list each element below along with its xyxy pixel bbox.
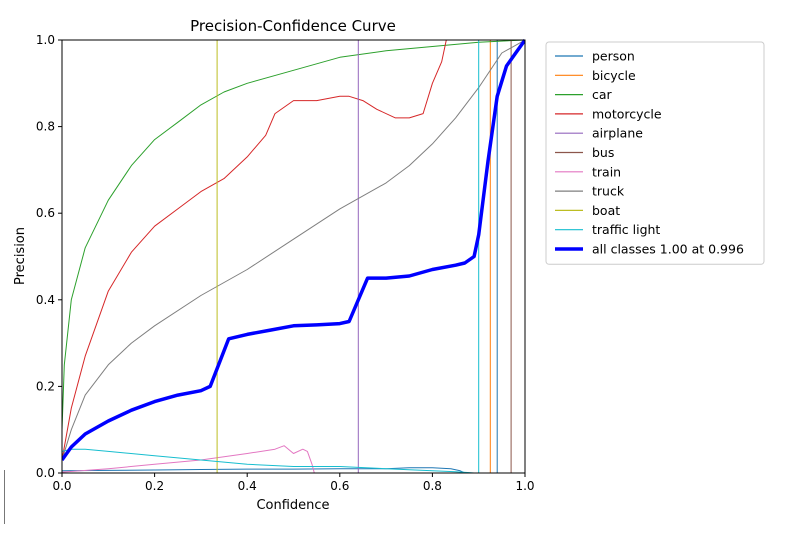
chart-title: Precision-Confidence Curve — [190, 17, 396, 35]
x-tick-label: 0.8 — [423, 479, 442, 493]
x-tick-label: 0.6 — [330, 479, 349, 493]
x-axis-label: Confidence — [256, 498, 329, 513]
series-line-bicycle — [62, 39, 525, 473]
y-tick-label: 0.6 — [36, 206, 55, 220]
series-line-motorcycle — [62, 39, 525, 461]
series-line-train — [62, 445, 525, 473]
legend-label-car: car — [592, 87, 613, 102]
legend-label-person: person — [592, 49, 635, 64]
legend-label-bus: bus — [592, 145, 614, 160]
series-line-person — [62, 39, 525, 473]
series-line-all-classes-1-00-at-0-996 — [62, 38, 525, 462]
series-line-bus — [62, 39, 525, 473]
y-axis-label: Precision — [13, 227, 28, 285]
legend-label-motorcycle: motorcycle — [592, 106, 662, 121]
legend-box — [545, 41, 765, 265]
series-line-car — [62, 39, 525, 430]
x-tick-label: 0.4 — [238, 479, 257, 493]
y-tick-label: 1.0 — [36, 33, 55, 47]
y-tick-label: 0.0 — [36, 466, 55, 480]
series-layer — [62, 38, 525, 473]
y-tick-label: 0.4 — [36, 293, 55, 307]
x-tick-label: 0.0 — [52, 479, 71, 493]
legend-label-train: train — [592, 164, 621, 179]
x-tick-label: 1.0 — [515, 479, 534, 493]
series-line-boat — [62, 39, 525, 473]
legend-label-airplane: airplane — [592, 126, 643, 141]
legend-label-traffic-light: traffic light — [592, 222, 660, 237]
series-line-traffic-light — [62, 39, 525, 473]
y-tick-label: 0.8 — [36, 120, 55, 134]
plot-frame — [61, 39, 526, 474]
legend-label-boat: boat — [592, 203, 620, 218]
axis-ticks: 0.0 0.2 0.4 0.6 0.8 1.0 0.0 0.2 0.4 0.6 0.8 1.0 — [36, 33, 535, 493]
legend-label-truck: truck — [592, 184, 625, 199]
window-edge-line — [4, 470, 5, 524]
series-line-airplane — [62, 39, 525, 473]
x-tick-label: 0.2 — [145, 479, 164, 493]
y-tick-label: 0.2 — [36, 379, 55, 393]
legend-label-all-classes-1-00-at-0-996: all classes 1.00 at 0.996 — [592, 242, 744, 257]
legend-label-bicycle: bicycle — [592, 68, 636, 83]
legend: person bicycle car motorcycle airplane bus tra… — [545, 41, 765, 265]
series-line-truck — [62, 39, 525, 461]
